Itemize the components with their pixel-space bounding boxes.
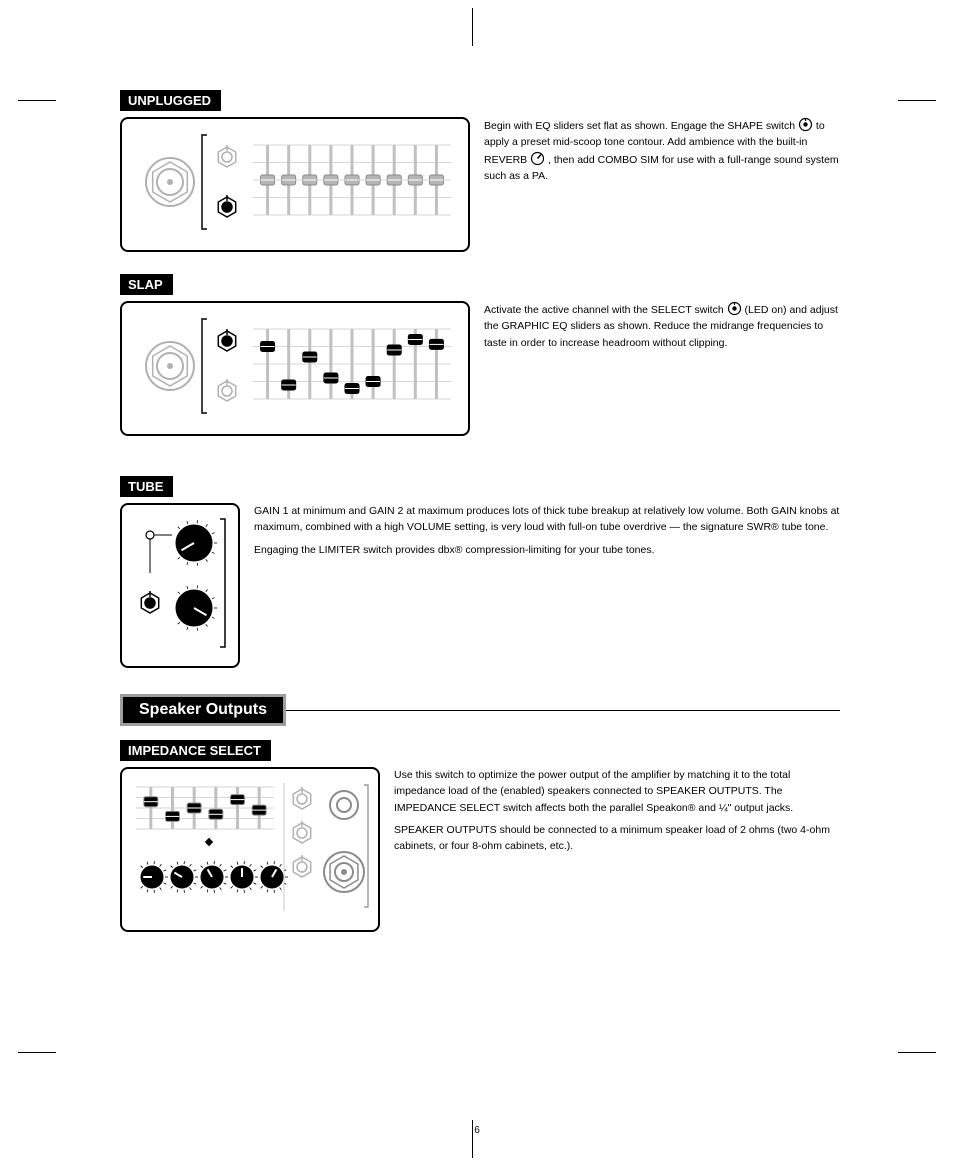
select-switch-icon	[727, 301, 742, 316]
text: Use this switch to optimize the power ou…	[394, 767, 840, 816]
crop-mark	[472, 8, 473, 46]
text: SPEAKER OUTPUTS should be connected to a…	[394, 822, 840, 855]
panel-impedance	[120, 767, 380, 932]
heading-impedance: IMPEDANCE SELECT	[120, 740, 271, 761]
heading-unplugged: UNPLUGGED	[120, 90, 221, 111]
page-content: UNPLUGGED Begin with EQ sliders set flat…	[120, 90, 840, 932]
text-unplugged: Begin with EQ sliders set flat as shown.…	[484, 117, 840, 190]
panel-unplugged	[120, 117, 470, 252]
text: Begin with EQ sliders set flat as shown.…	[484, 120, 795, 132]
diagram-impedance	[132, 777, 372, 917]
diagram-slap	[132, 311, 458, 421]
section-slap: SLAP Activate the active channel with th…	[120, 274, 840, 436]
text-tube: GAIN 1 at minimum and GAIN 2 at maximum …	[254, 503, 840, 564]
text: GAIN 1 at minimum and GAIN 2 at maximum …	[254, 503, 840, 536]
title-label: Speaker Outputs	[120, 694, 286, 726]
heading-tube: TUBE	[120, 476, 173, 497]
panel-slap	[120, 301, 470, 436]
reverb-knob-icon	[530, 151, 545, 166]
section-unplugged: UNPLUGGED Begin with EQ sliders set flat…	[120, 90, 840, 252]
section-impedance: IMPEDANCE SELECT Use this switch to opti…	[120, 740, 840, 932]
diagram-tube	[132, 513, 232, 653]
diagram-unplugged	[132, 127, 458, 237]
text: Activate the active channel with the SEL…	[484, 304, 724, 316]
section-tube: TUBE GAIN 1 at minimum and GAIN 2 at max…	[120, 476, 840, 668]
title-bar-speaker-outputs: Speaker Outputs	[120, 694, 840, 726]
crop-mark	[18, 100, 56, 101]
heading-slap: SLAP	[120, 274, 173, 295]
title-rule	[286, 710, 840, 711]
crop-mark	[898, 100, 936, 101]
shape-switch-icon	[798, 117, 813, 132]
crop-mark	[18, 1052, 56, 1053]
panel-tube	[120, 503, 240, 668]
text-impedance: Use this switch to optimize the power ou…	[394, 767, 840, 860]
page-number: 6	[0, 1125, 954, 1136]
crop-mark	[898, 1052, 936, 1053]
text-slap: Activate the active channel with the SEL…	[484, 301, 840, 357]
text: Engaging the LIMITER switch provides dbx…	[254, 542, 840, 558]
